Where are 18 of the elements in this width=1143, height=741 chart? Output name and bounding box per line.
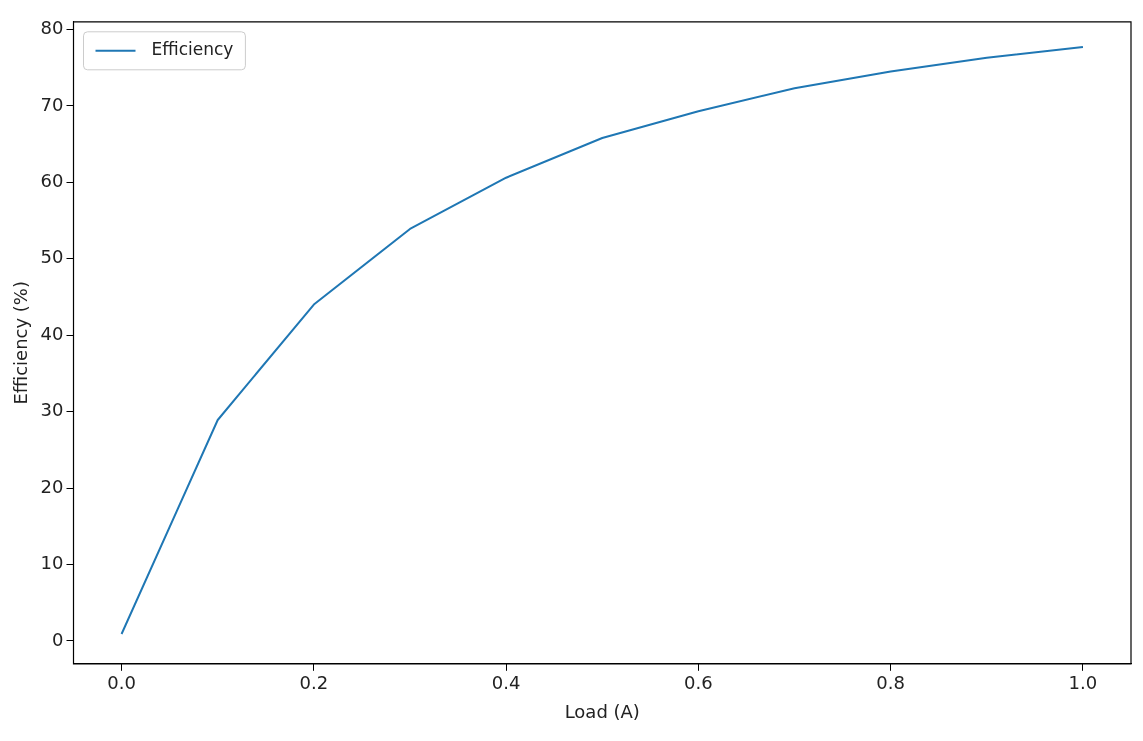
y-tick-label: 0 [52,628,64,650]
x-tick-label: 0.2 [299,672,329,694]
x-tick-label: 0.6 [684,672,713,694]
x-tick-label: 1.0 [1068,672,1098,694]
y-tick-label: 60 [40,169,64,191]
y-tick-label: 20 [40,475,64,497]
y-axis-title: Efficiency (%) [10,281,32,405]
y-tick-label: 10 [40,552,64,574]
y-tick-label: 30 [40,399,64,421]
x-tick-label: 0.0 [107,672,136,694]
x-tick-label: 0.8 [876,672,905,694]
x-tick-label: 0.4 [491,672,521,694]
y-tick-label: 40 [40,322,64,344]
y-tick-label: 80 [40,17,64,39]
x-axis-title: Load (A) [564,700,640,722]
legend-label: Efficiency [151,39,234,60]
y-tick-label: 70 [40,93,64,115]
y-tick-label: 50 [40,246,64,268]
